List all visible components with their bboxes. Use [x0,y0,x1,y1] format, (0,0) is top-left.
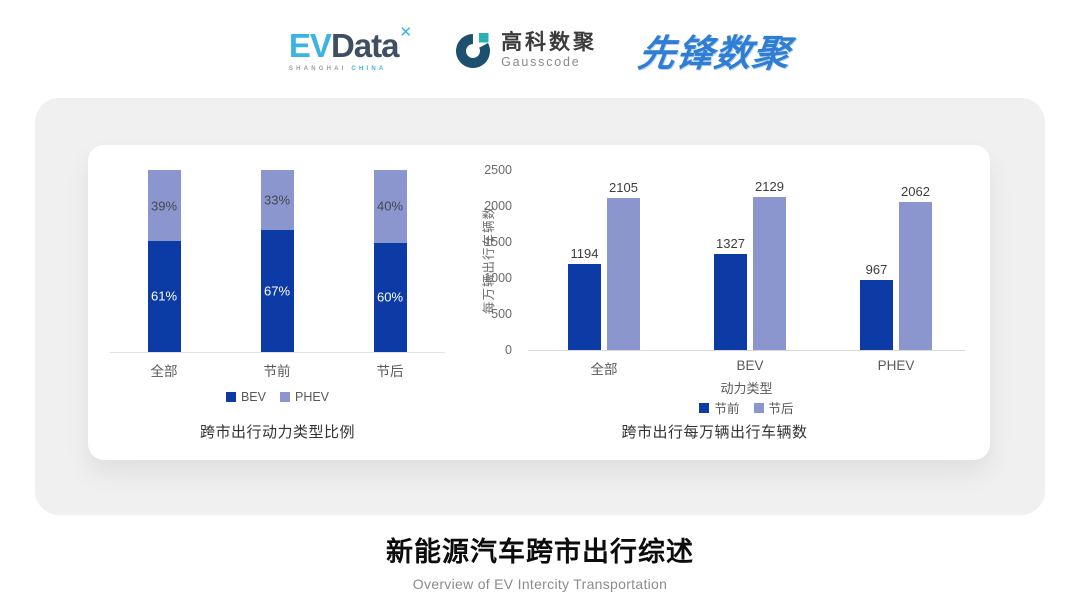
legend-swatch-节后 [753,402,764,413]
bar-value-label: 1194 [570,246,599,262]
left-plot-area: 61% 39% 67% 33% 60% 40% [110,170,445,352]
legend-swatch-BEV [225,392,236,402]
stacked-segment-PHEV: 33% [260,170,294,231]
stacked-segment-PHEV: 39% [147,170,181,241]
legend-label: 节前 [714,402,740,416]
grouped-bar-节前 [714,254,747,350]
right-x-axis-line [528,350,965,351]
right-legend: 节前 节后 [528,398,965,417]
bar-percent-label: 67% [263,283,291,299]
x-category-label: 全部 [590,362,618,377]
right-chart-title: 跨市出行每万辆出行车辆数 [621,424,808,441]
header-logos: EV Data ✕ SHANGHAI CHINA 高科数聚 Gausscode 先锋… [0,18,1080,82]
evdata-star-icon: ✕ [399,23,413,41]
stacked-segment-BEV: 67% [260,230,294,352]
bar-percent-label: 61% [150,288,178,304]
x-category-label: BEV [736,358,764,373]
x-category-label: PHEV [877,358,915,373]
evdata-shanghai-text: SHANGHAI [288,65,347,72]
legend-label: PHEV [294,390,330,404]
right-plot-area: 1194 2105 1327 2129 967 2062 [528,170,965,350]
left-legend: BEV PHEV [110,390,445,404]
power-type-ratio-chart: 61% 39% 67% 33% 60% 40% 全部 节前 节后 BEV PHEV 跨市出行动力… [110,170,445,455]
legend-item-节后: 节后 [753,398,794,417]
page-title: 新能源汽车跨市出行综述 [386,537,694,567]
bar-value-label: 2062 [901,183,930,199]
legend-label: BEV [240,390,266,404]
bar-value-label: 2105 [609,180,638,196]
right-x-categories: 全部 BEV PHEV [528,358,965,377]
right-y-ticks: 0 500 1000 1500 2000 2500 [470,163,520,357]
left-x-categories: 全部 节前 节后 [110,360,445,379]
y-tick-label: 0 [505,343,512,357]
bar-value-label: 1327 [716,236,745,252]
bar-value-label: 967 [865,262,888,278]
x-category-label: 节后 [376,364,404,379]
x-category-label: 全部 [150,364,178,379]
evdata-subtext: SHANGHAI CHINA [289,66,386,72]
y-tick-label: 2500 [484,163,512,177]
evdata-data-text: Data [330,26,400,64]
evdata-logo: EV Data ✕ SHANGHAI CHINA [288,25,412,72]
legend-item-节前: 节前 [699,398,740,417]
grouped-bar-节后 [899,201,932,350]
grouped-bar-节前 [568,264,601,350]
bar-value-label: 2129 [755,178,784,194]
pioneer-logo: 先锋数聚 [635,33,794,74]
bar-percent-label: 33% [263,192,291,208]
stacked-segment-BEV: 60% [373,242,407,352]
legend-item-BEV: BEV [225,390,266,404]
content-card: 61% 39% 67% 33% 60% 40% 全部 节前 节后 BEV PHEV 跨市出行动力… [35,98,1045,515]
trips-per-10k-chart: 每万辆出行车辆数 0 500 1000 1500 2000 2500 1194 2105 13… [470,163,970,455]
gausscode-cn-name: 高科数聚 [501,30,598,54]
y-tick-label: 500 [491,307,512,321]
gausscode-en-name: Gausscode [501,55,581,70]
grouped-bar-节后 [607,198,640,350]
gausscode-g-icon [456,33,491,68]
x-category-label: 节前 [263,364,291,379]
y-tick-label: 1000 [484,271,512,285]
bar-percent-label: 40% [376,198,404,214]
charts-panel: 61% 39% 67% 33% 60% 40% 全部 节前 节后 BEV PHEV 跨市出行动力… [88,145,990,460]
gausscode-logo: 高科数聚 Gausscode [453,30,597,70]
legend-swatch-节前 [699,402,710,413]
evdata-ev-text: EV [288,26,332,64]
evdata-china-text: CHINA [351,65,387,72]
grouped-bar-节前 [860,280,893,350]
grouped-bar-节后 [753,196,786,350]
y-tick-label: 2000 [484,199,512,213]
legend-item-PHEV: PHEV [279,390,330,404]
page-subtitle: Overview of EV Intercity Transportation [412,576,668,592]
bar-percent-label: 39% [150,198,178,213]
page-footer: 新能源汽车跨市出行综述 Overview of EV Intercity Tra… [0,530,1080,592]
evdata-wordmark: EV Data ✕ [288,25,412,64]
left-x-axis-line [110,352,445,353]
legend-swatch-PHEV [279,392,290,402]
bar-percent-label: 60% [376,289,404,305]
right-x-axis-label: 动力类型 [720,381,773,396]
y-tick-label: 1500 [484,235,512,249]
stacked-segment-BEV: 61% [147,240,181,352]
stacked-segment-PHEV: 40% [373,170,407,243]
legend-label: 节后 [768,402,794,416]
left-chart-title: 跨市出行动力类型比例 [199,424,355,441]
gausscode-text: 高科数聚 Gausscode [501,31,597,69]
